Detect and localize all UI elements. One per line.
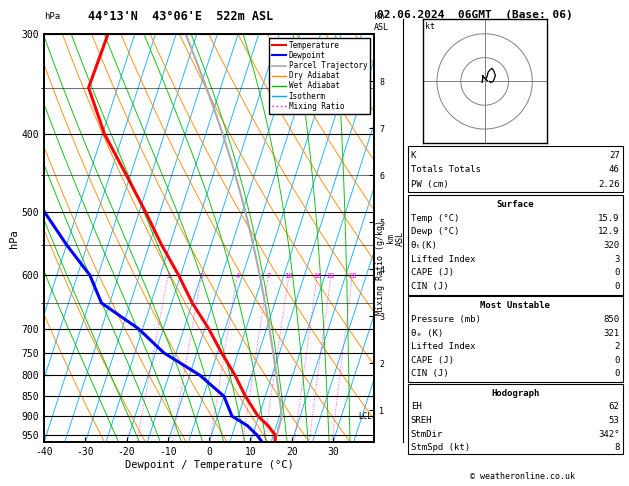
Text: 0: 0 [614, 268, 620, 278]
Text: © weatheronline.co.uk: © weatheronline.co.uk [470, 472, 574, 481]
Text: km
ASL: km ASL [374, 12, 389, 32]
Text: CIN (J): CIN (J) [411, 369, 448, 379]
Text: PW (cm): PW (cm) [411, 180, 448, 189]
Text: hPa: hPa [44, 12, 60, 21]
Text: Lifted Index: Lifted Index [411, 342, 476, 351]
Text: EH: EH [411, 402, 421, 412]
Text: 0: 0 [614, 369, 620, 379]
Text: K: K [411, 151, 416, 160]
Text: Lifted Index: Lifted Index [411, 255, 476, 264]
Text: StmSpd (kt): StmSpd (kt) [411, 443, 470, 452]
Text: 2: 2 [614, 342, 620, 351]
Text: 62: 62 [609, 402, 620, 412]
Text: 7: 7 [266, 273, 270, 278]
Text: 46: 46 [609, 165, 620, 174]
Text: 321: 321 [603, 329, 620, 338]
Text: θₜ(K): θₜ(K) [411, 241, 438, 250]
Text: 2.26: 2.26 [598, 180, 620, 189]
Text: CAPE (J): CAPE (J) [411, 268, 454, 278]
Text: CAPE (J): CAPE (J) [411, 356, 454, 365]
Text: 0: 0 [614, 356, 620, 365]
Text: 16: 16 [313, 273, 321, 278]
Text: 0: 0 [614, 282, 620, 291]
Text: CIN (J): CIN (J) [411, 282, 448, 291]
Text: 27: 27 [609, 151, 620, 160]
Text: StmDir: StmDir [411, 430, 443, 439]
Text: Pressure (mb): Pressure (mb) [411, 315, 481, 324]
Y-axis label: hPa: hPa [9, 229, 19, 247]
Text: Totals Totals: Totals Totals [411, 165, 481, 174]
Text: kt: kt [425, 22, 435, 31]
Text: 20: 20 [327, 273, 335, 278]
Text: LCL: LCL [359, 412, 372, 421]
Text: 1: 1 [166, 273, 170, 278]
Text: 02.06.2024  06GMT  (Base: 06): 02.06.2024 06GMT (Base: 06) [377, 10, 573, 20]
Text: 2: 2 [199, 273, 204, 278]
X-axis label: Dewpoint / Temperature (°C): Dewpoint / Temperature (°C) [125, 460, 294, 470]
Text: SREH: SREH [411, 416, 432, 425]
Y-axis label: km
ASL: km ASL [386, 231, 405, 245]
Text: Most Unstable: Most Unstable [480, 301, 550, 311]
Text: Dewp (°C): Dewp (°C) [411, 227, 459, 237]
Legend: Temperature, Dewpoint, Parcel Trajectory, Dry Adiabat, Wet Adiabat, Isotherm, Mi: Temperature, Dewpoint, Parcel Trajectory… [269, 38, 370, 114]
Text: Mixing Ratio (g/kg): Mixing Ratio (g/kg) [376, 220, 384, 315]
Text: 320: 320 [603, 241, 620, 250]
Text: 3: 3 [614, 255, 620, 264]
Text: Hodograph: Hodograph [491, 389, 539, 398]
Text: θₑ (K): θₑ (K) [411, 329, 443, 338]
Text: 8: 8 [614, 443, 620, 452]
Text: 44°13'N  43°06'E  522m ASL: 44°13'N 43°06'E 522m ASL [88, 10, 274, 23]
Text: 53: 53 [609, 416, 620, 425]
Text: 12.9: 12.9 [598, 227, 620, 237]
Text: 10: 10 [285, 273, 293, 278]
Text: 850: 850 [603, 315, 620, 324]
Text: Temp (°C): Temp (°C) [411, 214, 459, 223]
Text: 15.9: 15.9 [598, 214, 620, 223]
Text: 4: 4 [235, 273, 240, 278]
Text: 342°: 342° [598, 430, 620, 439]
Text: Surface: Surface [496, 200, 534, 209]
Text: 28: 28 [348, 273, 357, 278]
